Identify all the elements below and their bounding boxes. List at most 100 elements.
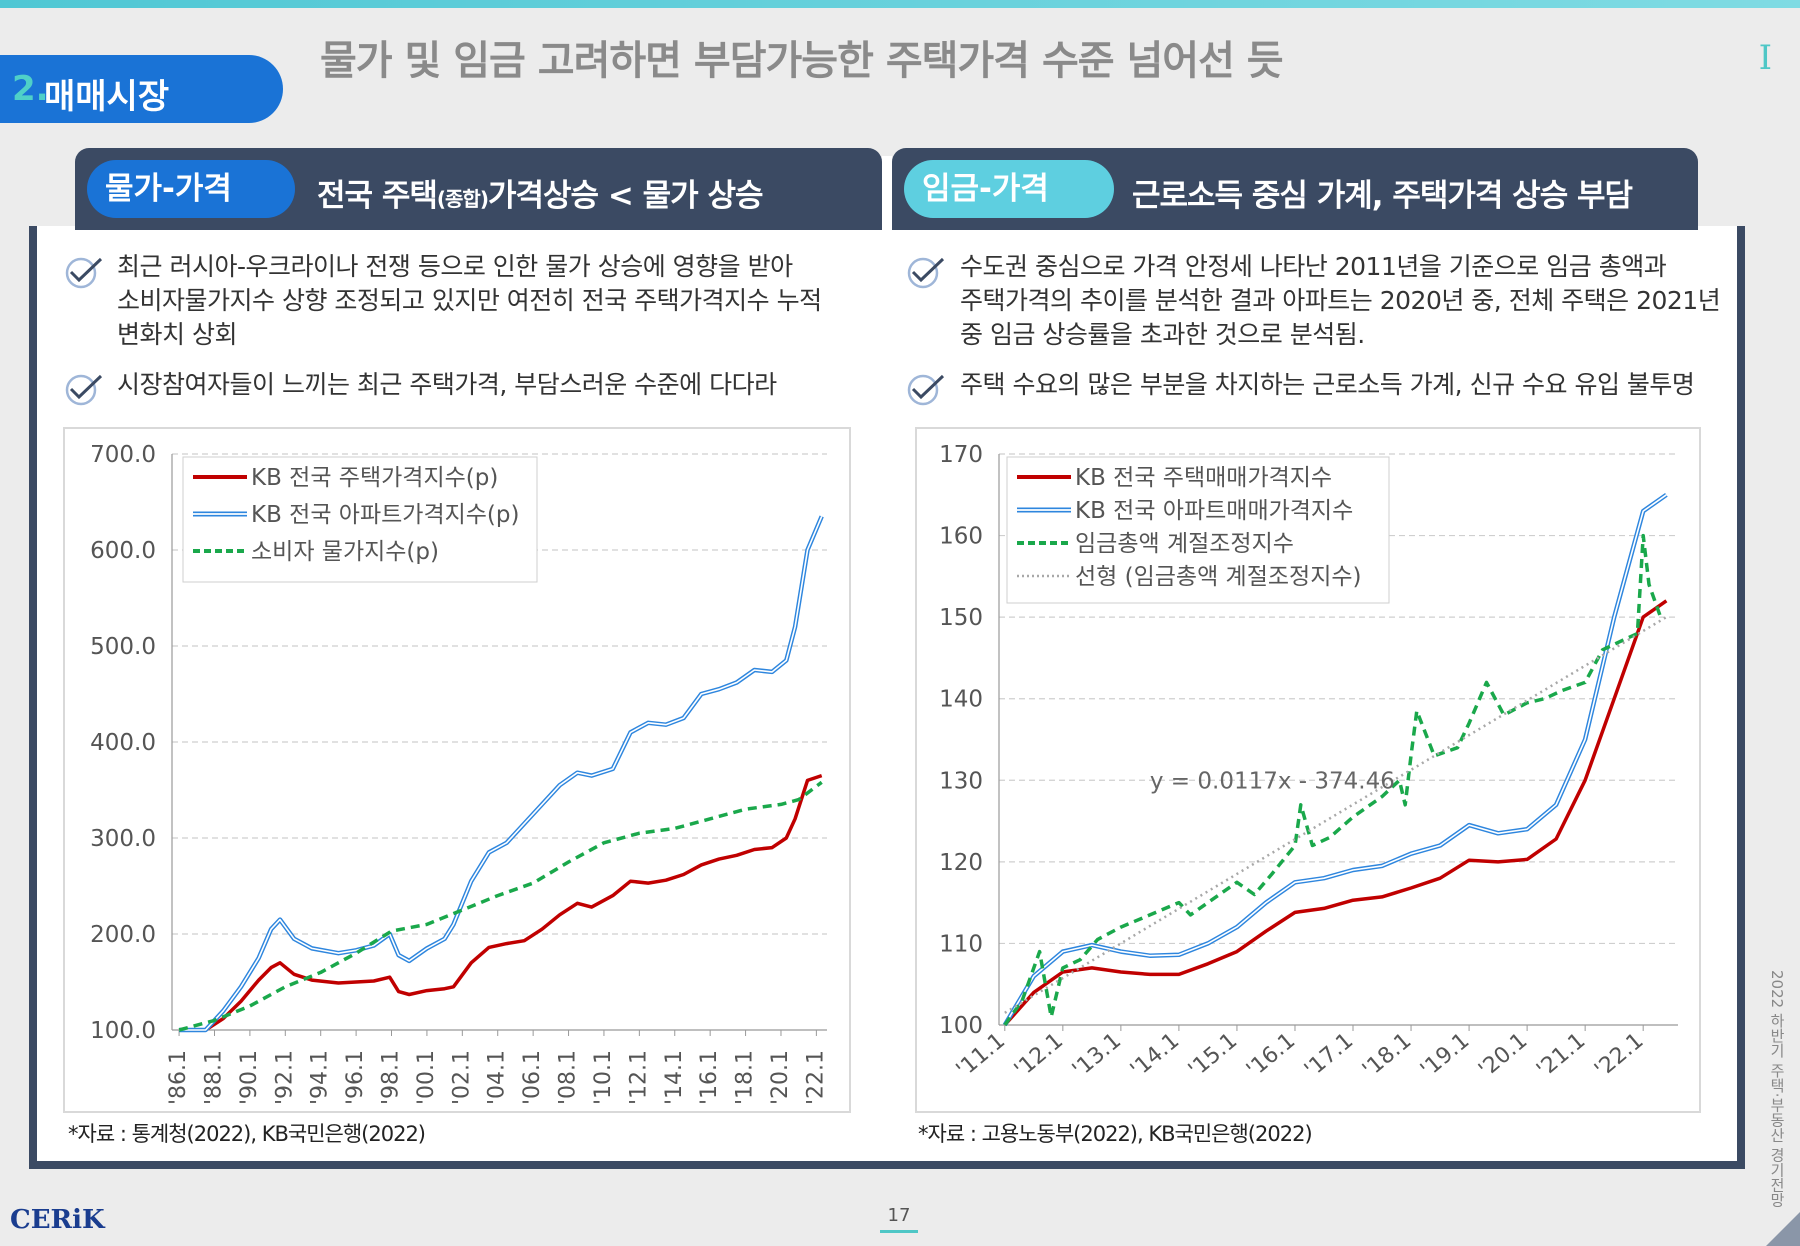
- legend-label: KB 전국 아파트매매가격지수: [1075, 498, 1353, 524]
- series-line: [1003, 533, 1663, 1027]
- x-tick-label: '10.1: [591, 1050, 616, 1105]
- x-tick-label: '19.1: [1416, 1028, 1474, 1083]
- x-tick-label: '16.1: [1242, 1028, 1300, 1083]
- x-tick-label: '12.1: [1010, 1028, 1068, 1083]
- left-bullet-1-line-2: 소비자물가지수 상향 조정되고 있지만 여전히 전국 주택가격지수 누적: [117, 286, 822, 315]
- y-tick-label: 150: [939, 605, 983, 631]
- left-header-small: (종합): [436, 187, 489, 211]
- trendline-equation: y = 0.0117x - 374.46: [1150, 768, 1395, 794]
- x-tick-label: '20.1: [1474, 1028, 1532, 1083]
- left-header-bar: 물가-가격 전국 주택(종합)가격상승 < 물가 상승: [75, 148, 882, 230]
- x-tick-label: '00.1: [414, 1050, 439, 1105]
- right-pill: 임금-가격: [904, 160, 1114, 218]
- check-icon: [907, 257, 945, 289]
- check-icon: [907, 374, 945, 406]
- x-tick-label: '08.1: [556, 1050, 581, 1105]
- right-bullet-2: 주택 수요의 많은 부분을 차지하는 근로소득 가계, 신규 수요 유입 불투명: [960, 370, 1695, 399]
- left-pill: 물가-가격: [87, 160, 295, 218]
- x-tick-label: '20.1: [768, 1050, 793, 1105]
- y-tick-label: 140: [939, 687, 983, 713]
- series-line: [1003, 599, 1668, 1027]
- left-bullet-2: 시장참여자들이 느끼는 최근 주택가격, 부담스러운 수준에 다다라: [117, 370, 777, 399]
- y-tick-label: 400.0: [90, 730, 156, 756]
- check-icon: [65, 374, 103, 406]
- page-title: 물가 및 임금 고려하면 부담가능한 주택가격 수준 넘어선 듯: [320, 38, 1284, 84]
- x-tick-label: '14.1: [1126, 1028, 1184, 1083]
- side-caption: 2022 하반기 주택·부동산 경기전망: [1768, 970, 1786, 1208]
- legend-label: 소비자 물가지수(p): [251, 539, 439, 565]
- x-tick-label: '94.1: [308, 1050, 333, 1105]
- section-label: 매매시장: [44, 77, 170, 117]
- series-line: [179, 516, 823, 1031]
- y-tick-label: 700.0: [90, 442, 156, 468]
- cerik-logo: CERiK: [10, 1205, 105, 1235]
- y-tick-label: 110: [939, 931, 983, 957]
- series-line: [179, 773, 823, 1032]
- x-tick-label: '22.1: [803, 1050, 828, 1105]
- section-tab: 2. 매매시장: [0, 55, 283, 123]
- x-tick-label: '88.1: [201, 1050, 226, 1105]
- top-accent-bar: [0, 0, 1800, 8]
- y-tick-label: 160: [939, 524, 983, 550]
- series-line-outline: [179, 515, 824, 1033]
- left-bullet-1: 최근 러시아-우크라이나 전쟁 등으로 인한 물가 상승에 영향을 받아 소비자…: [117, 250, 822, 352]
- right-bullet-1-line-2: 주택가격의 추이를 분석한 결과 아파트는 2020년 중, 전체 주택은 20…: [960, 286, 1721, 315]
- series-line: [1004, 494, 1667, 1026]
- x-tick-label: '04.1: [485, 1050, 510, 1105]
- check-icon: [65, 257, 103, 289]
- right-bullet-1: 수도권 중심으로 가격 안정세 나타난 2011년을 기준으로 임금 총액과 주…: [960, 250, 1721, 352]
- legend-box: [1006, 456, 1390, 604]
- y-tick-label: 500.0: [90, 634, 156, 660]
- x-tick-label: '06.1: [520, 1050, 545, 1105]
- series-line: [178, 780, 823, 1032]
- right-header-text: 근로소득 중심 가계, 주택가격 상승 부담: [1132, 178, 1633, 214]
- x-tick-label: '18.1: [1358, 1028, 1416, 1083]
- y-tick-label: 130: [939, 768, 983, 794]
- y-tick-label: 100.0: [90, 1018, 156, 1044]
- right-header-bar: 임금-가격 근로소득 중심 가계, 주택가격 상승 부담: [892, 148, 1698, 230]
- right-chart-box: 100 110 120 130 140 150 160 170'11.1'12.1'13.1 '…: [915, 427, 1701, 1113]
- x-tick-label: '18.1: [733, 1050, 758, 1105]
- left-header-pre: 전국 주택: [317, 178, 438, 214]
- y-tick-label: 120: [939, 850, 983, 876]
- x-tick-label: '15.1: [1184, 1028, 1242, 1083]
- x-tick-label: '86.1: [166, 1050, 191, 1105]
- legend-label: KB 전국 아파트가격지수(p): [251, 502, 519, 528]
- chapter-marker: I: [1758, 38, 1772, 78]
- header-divider: [882, 156, 892, 236]
- x-tick-label: '16.1: [697, 1050, 722, 1105]
- x-tick-label: '90.1: [237, 1050, 262, 1105]
- corner-fold: [1766, 1212, 1800, 1246]
- y-tick-label: 100: [939, 1013, 983, 1039]
- legend-label: KB 전국 주택가격지수(p): [251, 465, 498, 491]
- legend-label: 선형 (임금총액 계절조정지수): [1075, 564, 1362, 590]
- left-bullet-1-line-1: 최근 러시아-우크라이나 전쟁 등으로 인한 물가 상승에 영향을 받아: [117, 252, 793, 281]
- x-tick-label: '92.1: [272, 1050, 297, 1105]
- x-tick-label: '98.1: [379, 1050, 404, 1105]
- y-tick-label: 200.0: [90, 922, 156, 948]
- left-bullet-1-line-3: 변화치 상회: [117, 320, 237, 349]
- right-bullet-1-line-3: 중 임금 상승률을 초과한 것으로 분석됨.: [960, 320, 1365, 349]
- y-tick-label: 600.0: [90, 538, 156, 564]
- x-tick-label: '17.1: [1300, 1028, 1358, 1083]
- legend-label: 임금총액 계절조정지수: [1075, 531, 1294, 557]
- x-tick-label: '14.1: [662, 1050, 687, 1105]
- x-tick-label: '12.1: [626, 1050, 651, 1105]
- right-bullet-1-line-1: 수도권 중심으로 가격 안정세 나타난 2011년을 기준으로 임금 총액과: [960, 252, 1667, 281]
- x-tick-label: '96.1: [343, 1050, 368, 1105]
- page-number: 17: [880, 1205, 918, 1233]
- legend-label: KB 전국 주택매매가격지수: [1075, 465, 1332, 491]
- series-line: [1004, 616, 1668, 1014]
- x-tick-label: '22.1: [1590, 1028, 1648, 1083]
- x-tick-label: '02.1: [449, 1050, 474, 1105]
- y-tick-label: 300.0: [90, 826, 156, 852]
- left-chart-box: 100.0 200.0 300.0 400.0 500.0 600.0 700.0 '86.1…: [63, 427, 851, 1113]
- section-number: 2.: [12, 69, 49, 109]
- left-chart: 100.0 200.0 300.0 400.0 500.0 600.0 700.0 '86.1…: [90, 442, 828, 1105]
- left-source: *자료 : 통계청(2022), KB국민은행(2022): [68, 1122, 426, 1146]
- left-header-text: 전국 주택(종합)가격상승 < 물가 상승: [317, 170, 764, 215]
- right-source: *자료 : 고용노동부(2022), KB국민은행(2022): [918, 1122, 1313, 1146]
- left-header-post: 가격상승 < 물가 상승: [487, 178, 764, 214]
- x-tick-label: '13.1: [1068, 1028, 1126, 1083]
